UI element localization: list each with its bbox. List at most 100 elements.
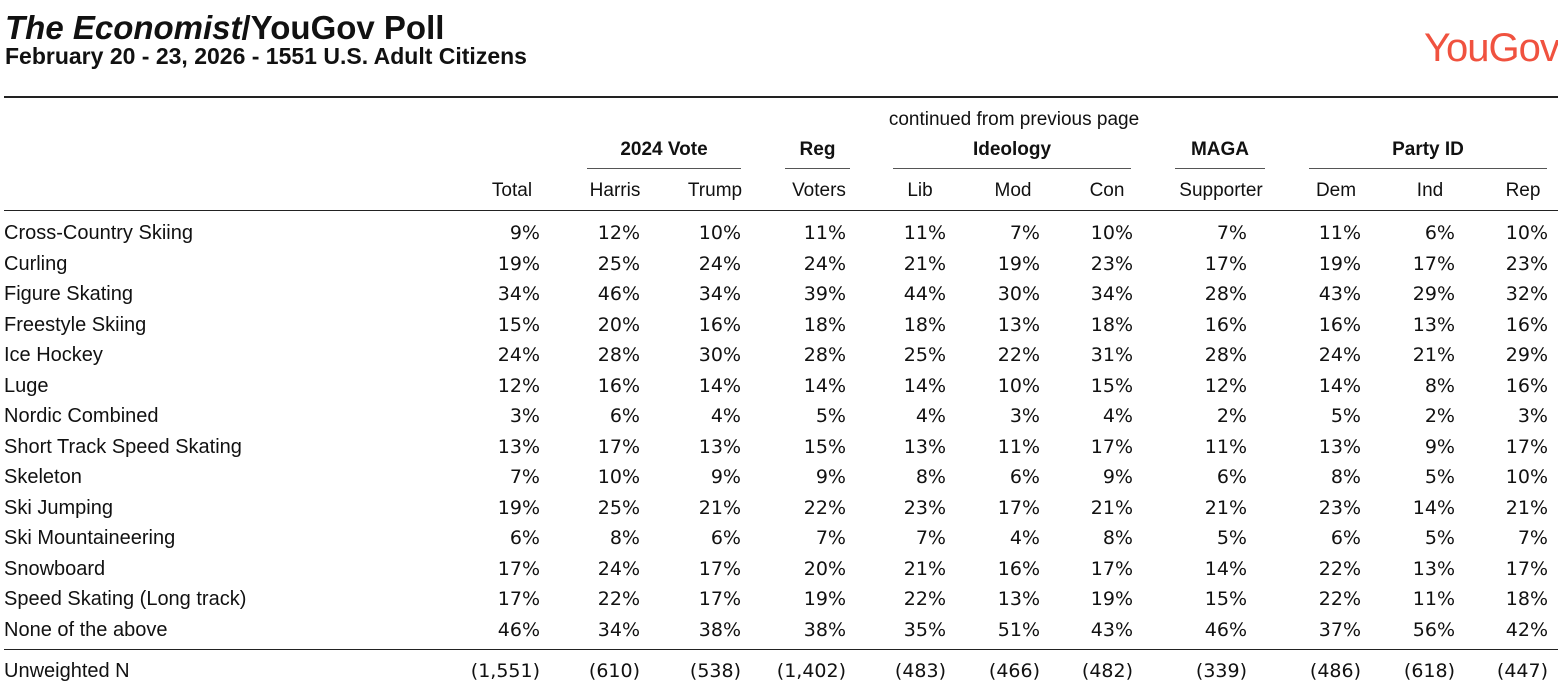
cell: (610) — [588, 660, 640, 682]
cell: 34% — [698, 283, 741, 305]
column-header: Lib — [907, 180, 933, 201]
cell: 34% — [497, 283, 540, 305]
cell: 21% — [698, 496, 741, 519]
cell: 13% — [497, 435, 540, 458]
cell: 8% — [1424, 374, 1455, 397]
cell: 24% — [698, 252, 741, 275]
cell: 19% — [1318, 252, 1361, 275]
cell: 9% — [710, 466, 741, 488]
cell: 12% — [1204, 374, 1247, 397]
cell: 24% — [1318, 344, 1361, 366]
cell: 16% — [1204, 313, 1247, 336]
cell: 6% — [1216, 466, 1247, 488]
cell: 17% — [1090, 435, 1133, 458]
group-underline — [587, 168, 741, 169]
column-header: Trump — [687, 180, 743, 201]
cell: 13% — [997, 313, 1040, 336]
cell: 17% — [997, 496, 1040, 519]
cell: 9% — [815, 466, 846, 488]
cell: 13% — [997, 588, 1040, 610]
column-header: Ind — [1416, 180, 1444, 201]
cell: 38% — [803, 618, 846, 641]
cell: 18% — [903, 313, 946, 336]
column-header: Total — [491, 180, 533, 201]
cell: 23% — [1090, 252, 1133, 275]
cell: 30% — [997, 283, 1040, 305]
cell: 14% — [1204, 557, 1247, 580]
cell: 14% — [903, 374, 946, 397]
cell: 15% — [1090, 374, 1133, 397]
cell: 7% — [509, 466, 540, 488]
title: The Economist/YouGov Poll — [5, 10, 444, 46]
cell: (339) — [1195, 660, 1247, 682]
column-header: Rep — [1505, 180, 1541, 201]
row-label: Skeleton — [4, 466, 82, 488]
group-header: MAGA — [1190, 139, 1250, 160]
column-header: Voters — [792, 180, 846, 201]
cell: 3% — [1009, 405, 1040, 427]
cell: 22% — [1318, 557, 1361, 580]
cell: 13% — [903, 435, 946, 458]
cell: 6% — [1009, 466, 1040, 488]
cell: 10% — [997, 374, 1040, 397]
cell: 17% — [1505, 435, 1548, 458]
cell: 56% — [1412, 618, 1455, 641]
cell: 22% — [597, 588, 640, 610]
cell: 9% — [509, 222, 540, 244]
cell: 3% — [1517, 405, 1548, 427]
footer-rule — [4, 649, 1558, 650]
cell: 24% — [803, 252, 846, 275]
cell: 19% — [997, 252, 1040, 275]
cell: (466) — [988, 660, 1040, 682]
cell: 11% — [903, 222, 946, 244]
cell: 24% — [497, 344, 540, 366]
cell: 11% — [1412, 588, 1455, 610]
cell: 21% — [1204, 496, 1247, 519]
column-header: Supporter — [1179, 180, 1263, 201]
cell: 21% — [1412, 344, 1455, 366]
cell: 10% — [1505, 466, 1548, 488]
column-header: Dem — [1315, 180, 1357, 201]
title-italic: The Economist — [5, 9, 242, 46]
row-label: Speed Skating (Long track) — [4, 588, 247, 610]
cell: 16% — [997, 557, 1040, 580]
cell: 11% — [1204, 435, 1247, 458]
cell: 6% — [609, 405, 640, 427]
cell: (1,551) — [470, 660, 540, 682]
cell: 7% — [1009, 222, 1040, 244]
cell: 32% — [1505, 283, 1548, 305]
cell: 12% — [497, 374, 540, 397]
cell: 42% — [1505, 618, 1548, 641]
cell: 5% — [1424, 466, 1455, 488]
cell: 17% — [1204, 252, 1247, 275]
cell: 13% — [698, 435, 741, 458]
cell: 5% — [1424, 527, 1455, 549]
cell: 14% — [1318, 374, 1361, 397]
cell: 13% — [1412, 313, 1455, 336]
cell: 14% — [1412, 496, 1455, 519]
cell: 28% — [597, 344, 640, 366]
cell: 17% — [1412, 252, 1455, 275]
cell: 11% — [997, 435, 1040, 458]
group-underline — [1175, 168, 1265, 169]
cell: 6% — [710, 527, 741, 549]
cell: (486) — [1309, 660, 1361, 682]
cell: 17% — [698, 557, 741, 580]
cell: (538) — [689, 660, 741, 682]
cell: 21% — [903, 252, 946, 275]
cell: 11% — [1318, 222, 1361, 244]
cell: 43% — [1090, 618, 1133, 641]
cell: 7% — [815, 527, 846, 549]
cell: 10% — [1090, 222, 1133, 244]
cell: 38% — [698, 618, 741, 641]
column-header: Harris — [589, 180, 641, 201]
row-label: Figure Skating — [4, 283, 133, 305]
cell: 46% — [597, 283, 640, 305]
cell: 4% — [710, 405, 741, 427]
cell: 46% — [1204, 618, 1247, 641]
logo: YouGov — [1424, 26, 1558, 70]
cell: 17% — [497, 588, 540, 610]
cell: 17% — [1505, 557, 1548, 580]
cell: 17% — [497, 557, 540, 580]
